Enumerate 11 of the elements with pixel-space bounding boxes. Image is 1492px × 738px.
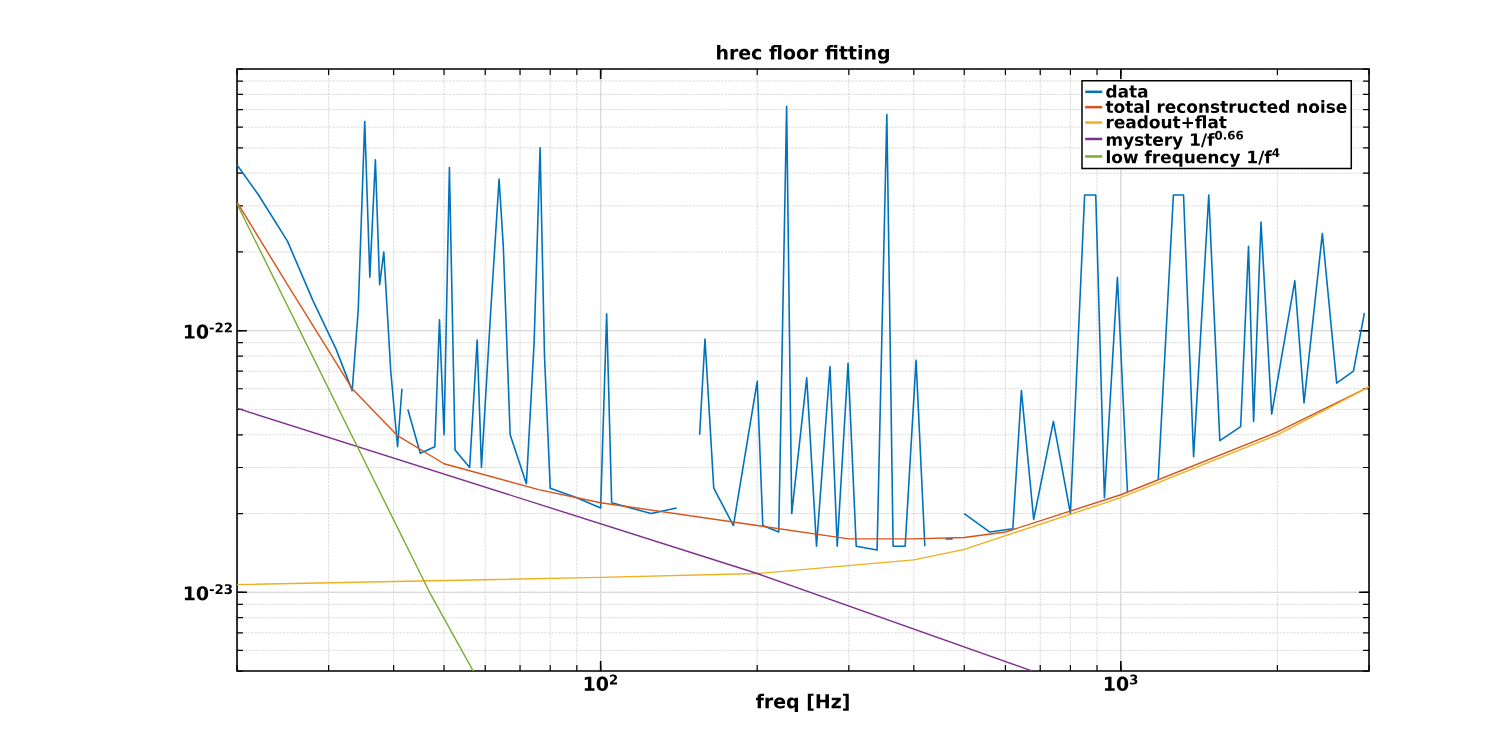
chart-title: hrec floor fitting — [717, 45, 889, 64]
legend-label: data — [1106, 84, 1148, 98]
legend-label: low frequency 1/f$^{4}$ — [1106, 148, 1280, 167]
legend-label: total reconstructed noise — [1105, 99, 1347, 114]
y-tick-label: 10$^{-23}$ — [184, 584, 232, 601]
legend-label: mystery 1/f$^{0.66}$ — [1106, 130, 1244, 150]
x-tick-label: 10$^{2}$ — [584, 674, 618, 691]
legend-label: readout+flat — [1106, 115, 1227, 129]
y-tick-label: 10$^{-22}$ — [184, 322, 232, 339]
x-tick-label: 10$^{3}$ — [1104, 674, 1138, 691]
x-axis-title: freq [Hz] — [756, 693, 849, 713]
